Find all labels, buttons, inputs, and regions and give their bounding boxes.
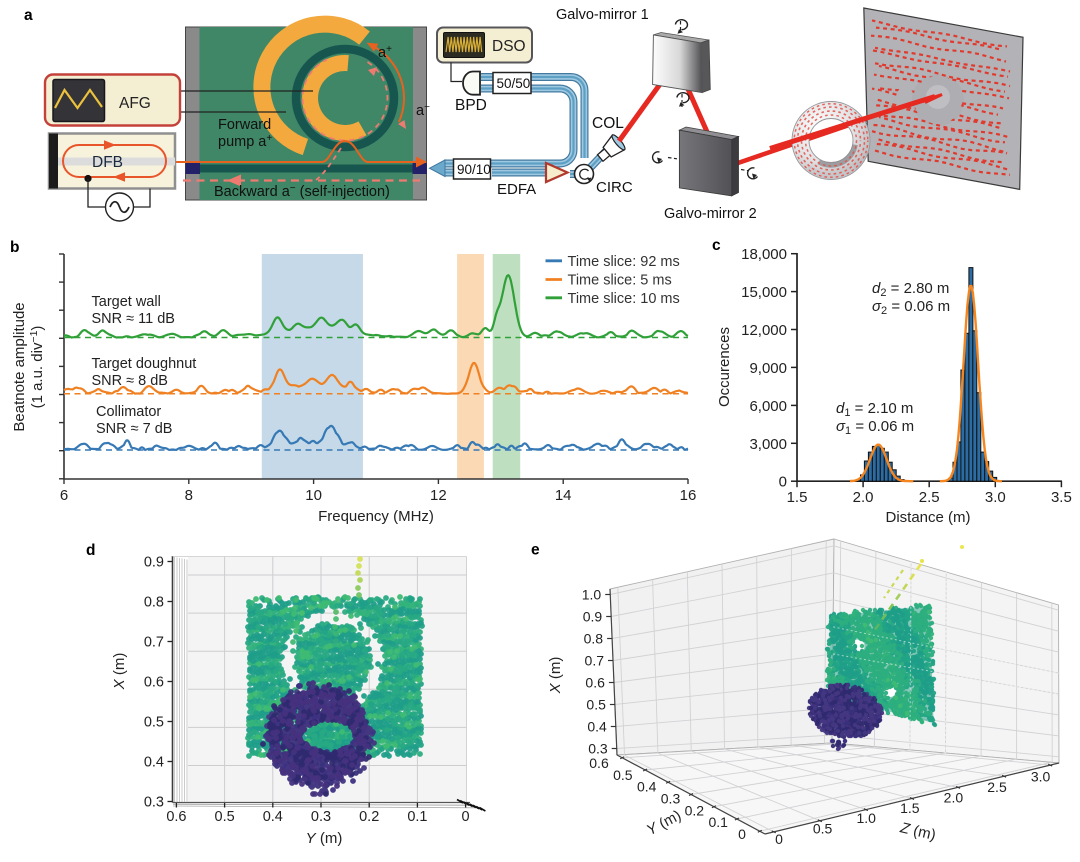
svg-text:Z (m): Z (m) — [898, 819, 938, 844]
svg-text:Time slice: 5 ms: Time slice: 5 ms — [568, 273, 672, 289]
svg-text:0.1: 0.1 — [407, 809, 427, 825]
svg-text:Frequency (MHz): Frequency (MHz) — [318, 508, 434, 525]
svg-text:SNR ≈ 7 dB: SNR ≈ 7 dB — [96, 421, 172, 437]
svg-text:0.3: 0.3 — [661, 791, 681, 807]
svg-text:2.0: 2.0 — [944, 789, 964, 805]
svg-text:0.4: 0.4 — [144, 755, 164, 771]
svg-text:Target wall: Target wall — [92, 294, 161, 310]
svg-text:AFG: AFG — [119, 95, 151, 112]
svg-text:X (m): X (m) — [111, 653, 128, 691]
svg-text:8: 8 — [185, 487, 193, 504]
svg-text:0.6: 0.6 — [144, 675, 164, 691]
svg-text:0.5: 0.5 — [144, 715, 164, 731]
svg-text:3.0: 3.0 — [985, 489, 1006, 506]
svg-text:COL: COL — [592, 115, 624, 132]
svg-text:a−: a− — [416, 102, 430, 119]
svg-text:Target doughnut: Target doughnut — [92, 356, 197, 372]
svg-text:Y (m): Y (m) — [306, 830, 343, 847]
svg-text:d2 = 2.80 m: d2 = 2.80 m — [872, 280, 949, 299]
svg-text:0.5: 0.5 — [613, 767, 633, 783]
svg-text:3.0: 3.0 — [1031, 769, 1051, 785]
svg-text:d1 = 2.10 m: d1 = 2.10 m — [836, 400, 913, 419]
svg-text:SNR ≈ 11 dB: SNR ≈ 11 dB — [92, 311, 175, 327]
svg-text:0.5: 0.5 — [586, 697, 606, 713]
svg-text:1.5: 1.5 — [787, 489, 808, 506]
svg-text:pump a+: pump a+ — [218, 133, 272, 150]
svg-text:Collimator: Collimator — [96, 404, 161, 420]
svg-text:σ1 = 0.06 m: σ1 = 0.06 m — [836, 418, 914, 437]
svg-text:0.2: 0.2 — [359, 809, 379, 825]
svg-text:2.5: 2.5 — [987, 779, 1007, 795]
svg-text:d: d — [86, 542, 95, 559]
svg-text:(1 a.u. div−1): (1 a.u. div−1) — [28, 326, 46, 409]
svg-text:Galvo-mirror 1: Galvo-mirror 1 — [556, 7, 649, 23]
svg-text:0.7: 0.7 — [585, 653, 605, 669]
svg-text:DSO: DSO — [492, 38, 526, 55]
svg-text:e: e — [531, 542, 540, 559]
svg-text:90/10: 90/10 — [457, 162, 491, 177]
svg-text:1.0: 1.0 — [582, 587, 602, 603]
svg-text:3,000: 3,000 — [749, 436, 787, 453]
svg-text:BPD: BPD — [455, 97, 487, 114]
svg-text:0.4: 0.4 — [263, 809, 283, 825]
svg-text:2.5: 2.5 — [919, 489, 940, 506]
svg-text:Time slice: 10 ms: Time slice: 10 ms — [568, 291, 680, 307]
svg-text:X (m): X (m) — [547, 657, 564, 695]
svg-text:Y (m): Y (m) — [644, 807, 684, 839]
svg-text:12,000: 12,000 — [741, 322, 787, 339]
svg-text:0: 0 — [779, 474, 787, 491]
svg-text:3.5: 3.5 — [1051, 489, 1072, 506]
svg-text:0.1: 0.1 — [708, 814, 728, 830]
svg-text:0.9: 0.9 — [583, 609, 603, 625]
svg-text:σ2 = 0.06 m: σ2 = 0.06 m — [872, 298, 950, 317]
svg-text:0.4: 0.4 — [637, 779, 657, 795]
svg-text:DFB: DFB — [92, 154, 123, 171]
svg-text:0.3: 0.3 — [144, 795, 164, 811]
svg-text:Occurences: Occurences — [716, 327, 733, 407]
svg-text:0.5: 0.5 — [813, 821, 833, 837]
svg-text:Time slice: 92 ms: Time slice: 92 ms — [568, 254, 680, 270]
svg-text:0.8: 0.8 — [144, 595, 164, 611]
svg-text:SNR ≈ 8 dB: SNR ≈ 8 dB — [92, 373, 168, 389]
svg-text:0: 0 — [462, 809, 470, 825]
svg-text:EDFA: EDFA — [497, 181, 536, 198]
svg-text:0.6: 0.6 — [589, 755, 609, 771]
svg-text:0.2: 0.2 — [685, 802, 705, 818]
svg-text:Forward: Forward — [218, 117, 271, 133]
svg-text:0.8: 0.8 — [584, 631, 604, 647]
svg-text:Beatnote amplitude: Beatnote amplitude — [11, 302, 28, 431]
svg-text:Backward a− (self-injection): Backward a− (self-injection) — [214, 183, 390, 200]
svg-text:a: a — [24, 7, 33, 24]
svg-text:CIRC: CIRC — [596, 179, 633, 196]
svg-text:0.6: 0.6 — [166, 809, 186, 825]
svg-text:14: 14 — [555, 487, 572, 504]
svg-text:1.0: 1.0 — [856, 810, 876, 826]
svg-text:16: 16 — [680, 487, 697, 504]
svg-text:b: b — [10, 239, 19, 256]
svg-text:0: 0 — [775, 831, 783, 847]
svg-text:15,000: 15,000 — [741, 284, 787, 301]
svg-text:50/50: 50/50 — [497, 76, 531, 91]
svg-text:0.5: 0.5 — [215, 809, 235, 825]
svg-text:1.5: 1.5 — [900, 800, 920, 816]
svg-text:0.6: 0.6 — [585, 675, 605, 691]
svg-text:0.3: 0.3 — [311, 809, 331, 825]
svg-text:0.9: 0.9 — [144, 555, 164, 571]
svg-text:6: 6 — [60, 487, 68, 504]
svg-text:10: 10 — [305, 487, 322, 504]
svg-text:9,000: 9,000 — [749, 360, 787, 377]
svg-text:12: 12 — [430, 487, 447, 504]
svg-text:0: 0 — [738, 826, 746, 842]
svg-text:0.7: 0.7 — [144, 635, 164, 651]
svg-text:2.0: 2.0 — [853, 489, 874, 506]
svg-text:6,000: 6,000 — [749, 398, 787, 415]
svg-text:Galvo-mirror 2: Galvo-mirror 2 — [664, 206, 757, 222]
svg-text:Distance (m): Distance (m) — [885, 509, 970, 526]
svg-text:c: c — [712, 237, 721, 254]
svg-text:18,000: 18,000 — [741, 246, 787, 263]
svg-text:0.4: 0.4 — [587, 719, 607, 735]
